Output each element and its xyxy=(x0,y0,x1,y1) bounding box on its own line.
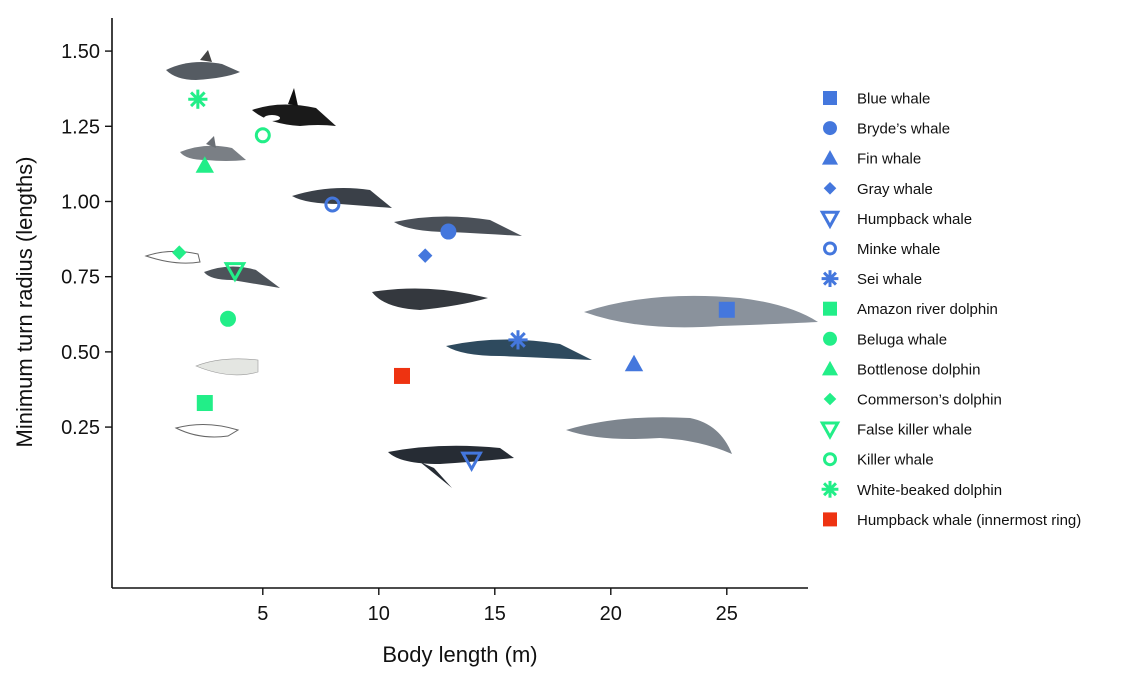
legend-marker-false-killer-whale xyxy=(819,421,841,440)
whale-illustrations xyxy=(144,50,818,488)
y-tick-label-2: 0.75 xyxy=(61,267,100,289)
x-tick-label-20: 20 xyxy=(600,603,622,625)
blue-whale-illustration xyxy=(584,295,818,328)
legend-label-humpback-whale: Humpback whale xyxy=(857,211,972,228)
y-tick-label-1: 0.50 xyxy=(61,342,100,364)
dolphin-illustration-1 xyxy=(166,50,240,80)
y-tick-label-4: 1.25 xyxy=(61,116,100,138)
legend-label-killer-whale: Killer whale xyxy=(857,452,934,469)
point-minke-whale xyxy=(324,196,341,213)
y-tick-label-0: 0.25 xyxy=(61,417,100,439)
x-tick-label-10: 10 xyxy=(368,603,390,625)
dolphin-illustration-2 xyxy=(180,136,246,161)
legend-label-humpback-whale-innermost-ring: Humpback whale (innermost ring) xyxy=(857,512,1081,529)
beluga-illustration xyxy=(195,358,259,376)
point-bottlenose-dolphin xyxy=(195,156,214,173)
point-humpback-whale xyxy=(460,451,483,473)
legend-label-minke-whale: Minke whale xyxy=(857,241,940,258)
legend: Blue whale Bryde’s whale Fin whale Gray wha… xyxy=(819,91,1081,529)
legend-marker-bryde-s-whale xyxy=(823,121,837,136)
legend-label-fin-whale: Fin whale xyxy=(857,151,921,168)
axes: 5 10 15 20 25 0.25 0.50 0.75 1.00 1.25 1.50 Body … xyxy=(12,18,808,667)
x-axis-label: Body length (m) xyxy=(382,642,537,667)
point-amazon-river-dolphin xyxy=(196,395,213,412)
x-tick-label-25: 25 xyxy=(716,603,738,625)
fin-whale-illustration xyxy=(566,417,732,454)
legend-marker-bottlenose-dolphin xyxy=(821,360,839,376)
point-fin-whale xyxy=(624,354,644,372)
brydes-whale-illustration xyxy=(394,216,522,236)
point-false-killer-whale xyxy=(223,262,247,283)
legend-label-amazon-river-dolphin: Amazon river dolphin xyxy=(857,301,998,318)
point-sei-whale xyxy=(508,330,528,350)
legend-label-false-killer-whale: False killer whale xyxy=(857,422,972,439)
amazon-river-dolphin-outline xyxy=(174,424,240,438)
x-tick-label-15: 15 xyxy=(484,603,506,625)
y-ticks: 0.25 0.50 0.75 1.00 1.25 1.50 xyxy=(61,41,112,439)
point-blue-whale xyxy=(718,301,735,318)
point-humpback-whale-innermost-ring xyxy=(394,367,410,384)
gray-whale-illustration xyxy=(372,288,488,310)
legend-label-bryde-s-whale: Bryde’s whale xyxy=(857,121,950,138)
legend-marker-sei-whale xyxy=(821,270,839,287)
legend-marker-commerson-s-dolphin xyxy=(823,392,837,406)
y-axis-label: Minimum turn radius (lengths) xyxy=(12,157,37,448)
point-killer-whale xyxy=(254,127,271,144)
x-tick-label-5: 5 xyxy=(257,603,268,625)
point-gray-whale xyxy=(418,248,433,263)
legend-marker-beluga-whale xyxy=(823,331,837,346)
legend-label-gray-whale: Gray whale xyxy=(857,181,933,198)
point-commerson-s-dolphin xyxy=(172,245,187,260)
humpback-whale-illustration xyxy=(388,445,514,488)
y-tick-label-3: 1.00 xyxy=(61,191,100,213)
legend-label-sei-whale: Sei whale xyxy=(857,271,922,288)
sei-whale-illustration xyxy=(446,339,592,360)
point-white-beaked-dolphin xyxy=(188,89,208,109)
legend-label-beluga-whale: Beluga whale xyxy=(857,331,947,348)
legend-label-blue-whale: Blue whale xyxy=(857,91,930,108)
false-killer-whale-illustration xyxy=(204,266,280,288)
legend-marker-fin-whale xyxy=(821,150,839,165)
legend-label-white-beaked-dolphin: White-beaked dolphin xyxy=(857,482,1002,499)
x-ticks: 5 10 15 20 25 xyxy=(257,588,738,625)
legend-marker-minke-whale xyxy=(823,241,837,256)
y-tick-label-5: 1.50 xyxy=(61,41,100,63)
minke-whale-illustration xyxy=(292,188,392,208)
legend-marker-amazon-river-dolphin xyxy=(823,301,837,316)
legend-marker-killer-whale xyxy=(823,452,837,467)
legend-label-bottlenose-dolphin: Bottlenose dolphin xyxy=(857,361,980,378)
legend-marker-white-beaked-dolphin xyxy=(821,480,839,498)
data-points xyxy=(172,89,735,473)
point-bryde-s-whale xyxy=(440,223,457,240)
legend-marker-gray-whale xyxy=(823,182,837,195)
commersons-dolphin-outline xyxy=(144,250,201,264)
legend-label-commerson-s-dolphin: Commerson’s dolphin xyxy=(857,392,1002,409)
legend-marker-humpback-whale xyxy=(819,210,841,230)
legend-marker-humpback-whale-innermost-ring xyxy=(823,512,837,527)
legend-marker-blue-whale xyxy=(823,91,837,105)
point-beluga-whale xyxy=(220,310,236,327)
killer-whale-illustration xyxy=(252,88,336,126)
